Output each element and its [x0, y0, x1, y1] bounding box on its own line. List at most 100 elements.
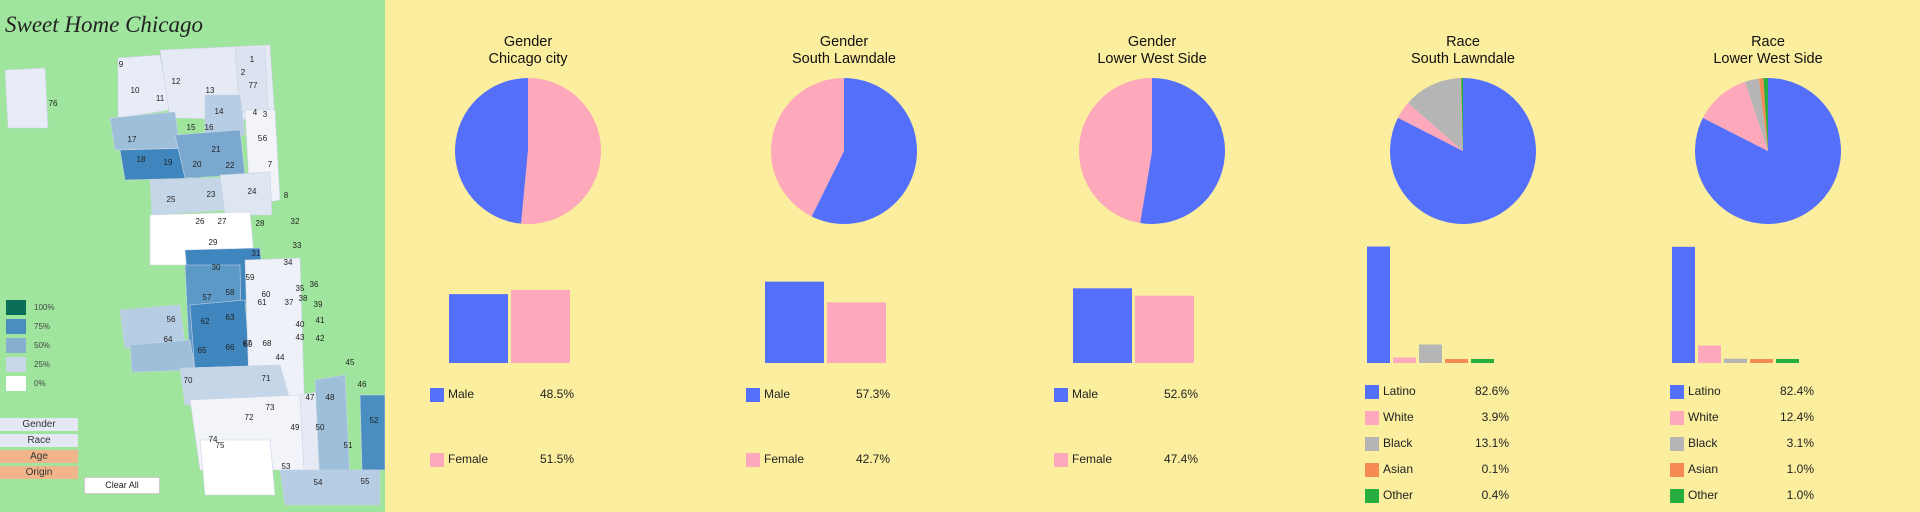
map-legend-swatch: [6, 338, 26, 353]
map-legend-swatch: [6, 300, 26, 315]
legend-row: Female 51.5%: [430, 451, 660, 469]
legend-row: Latino 82.4%: [1670, 383, 1900, 401]
pie-slice-white[interactable]: [1397, 103, 1463, 151]
bar-female[interactable]: [511, 289, 570, 363]
legend-value: 1.0%: [1786, 462, 1814, 476]
community-area-shape[interactable]: [129, 339, 196, 373]
chart-panel: Gender Lower West Side Male 52.6% Female 47.4…: [1002, 0, 1302, 512]
pie-slice-asian[interactable]: [1460, 78, 1463, 151]
legend-value: 82.4%: [1779, 384, 1814, 398]
community-area-number: 22: [226, 161, 235, 170]
bar-latino[interactable]: [1367, 246, 1390, 363]
legend-row: White 3.9%: [1365, 409, 1595, 427]
legend-swatch: [1365, 463, 1379, 477]
pie-slice-male[interactable]: [454, 78, 528, 224]
community-area-shape[interactable]: [109, 111, 181, 151]
category-button-gender[interactable]: Gender: [0, 418, 78, 431]
community-area-number: 66: [226, 343, 235, 352]
community-area-number: 63: [226, 313, 235, 322]
pie-slice-white[interactable]: [1702, 81, 1768, 151]
community-area-number: 56: [167, 315, 176, 324]
map-legend-row: 100%: [6, 298, 54, 317]
bar-white[interactable]: [1698, 345, 1721, 363]
bar-female[interactable]: [827, 302, 886, 363]
pie-slice-black[interactable]: [1407, 78, 1463, 151]
community-area-number: 30: [212, 263, 221, 272]
community-area-number: 51: [344, 441, 353, 450]
community-area-number: 67: [243, 339, 252, 348]
pie-slice-male[interactable]: [811, 78, 917, 224]
community-area-shape[interactable]: [174, 129, 246, 179]
bar-female[interactable]: [1135, 295, 1194, 363]
community-area-shape[interactable]: [359, 394, 385, 471]
category-button-age[interactable]: Age: [0, 450, 78, 463]
bar-black[interactable]: [1724, 358, 1747, 363]
legend-label: Asian: [1383, 462, 1414, 476]
community-area-shape[interactable]: [204, 94, 246, 139]
legend-swatch: [1670, 489, 1684, 503]
community-area-number: 45: [346, 358, 355, 367]
community-area-number: 33: [293, 241, 302, 250]
pie-slice-female[interactable]: [521, 78, 601, 224]
community-area-shape[interactable]: [189, 299, 251, 373]
community-area-shape[interactable]: [219, 171, 273, 216]
map-legend-swatch: [6, 319, 26, 334]
bar-black[interactable]: [1419, 344, 1442, 363]
bar-male[interactable]: [1073, 288, 1132, 363]
community-area-number: 49: [291, 423, 300, 432]
community-area-shape[interactable]: [199, 439, 276, 496]
bar-other[interactable]: [1776, 359, 1799, 363]
community-area-number: 60: [262, 290, 271, 299]
bar-white[interactable]: [1393, 357, 1416, 363]
legend-label: White: [1688, 410, 1719, 424]
pie-slice-female[interactable]: [1079, 78, 1152, 224]
legend-row: Male 52.6%: [1054, 386, 1284, 404]
community-area-shape[interactable]: [279, 469, 381, 506]
bar-other[interactable]: [1471, 359, 1494, 363]
community-area-number: 62: [201, 317, 210, 326]
bar-asian[interactable]: [1445, 359, 1468, 363]
community-area-number: 23: [207, 190, 216, 199]
bar-male[interactable]: [765, 281, 824, 363]
community-area-number: 48: [326, 393, 335, 402]
community-area-number: 13: [206, 86, 215, 95]
community-area-number: 76: [49, 99, 58, 108]
community-area-number: 28: [256, 219, 265, 228]
community-area-shape[interactable]: [4, 67, 49, 129]
legend-value: 1.0%: [1786, 488, 1814, 502]
map-legend-row: 50%: [6, 336, 54, 355]
legend-label: Female: [764, 452, 805, 466]
legend-swatch: [746, 388, 760, 402]
pie-slice-other[interactable]: [1763, 78, 1768, 151]
community-area-number: 44: [276, 353, 285, 362]
legend-swatch: [430, 388, 444, 402]
community-area-number: 14: [215, 107, 224, 116]
community-area-number: 68: [263, 339, 272, 348]
bar-asian[interactable]: [1750, 359, 1773, 363]
legend-row: Male 48.5%: [430, 386, 660, 404]
pie-slice-black[interactable]: [1744, 78, 1768, 151]
community-area-number: 8: [284, 191, 289, 200]
legend-label: Male: [1072, 387, 1099, 401]
chart-svg: [1367, 78, 1536, 363]
bar-male[interactable]: [449, 294, 508, 363]
category-button-race[interactable]: Race: [0, 434, 78, 447]
pie-slice-other[interactable]: [1461, 78, 1463, 151]
legend-label: Other: [1688, 488, 1719, 502]
bar-latino[interactable]: [1672, 246, 1695, 363]
community-area-number: 18: [137, 155, 146, 164]
map-legend-label: 100%: [34, 303, 55, 312]
pie-slice-female[interactable]: [771, 78, 844, 217]
community-area-number: 36: [310, 280, 319, 289]
chart-subtitle: South Lawndale: [792, 51, 896, 67]
map-legend-label: 50%: [34, 341, 51, 350]
legend-row: Other 0.4%: [1365, 487, 1595, 505]
legend-swatch: [1670, 385, 1684, 399]
app-title: Sweet Home Chicago: [5, 12, 204, 37]
pie-slice-male[interactable]: [1140, 78, 1225, 224]
community-area-number: 2: [241, 68, 246, 77]
clear-all-button[interactable]: Clear All: [84, 477, 160, 494]
pie-slice-asian[interactable]: [1758, 78, 1768, 151]
category-button-origin[interactable]: Origin: [0, 466, 78, 479]
